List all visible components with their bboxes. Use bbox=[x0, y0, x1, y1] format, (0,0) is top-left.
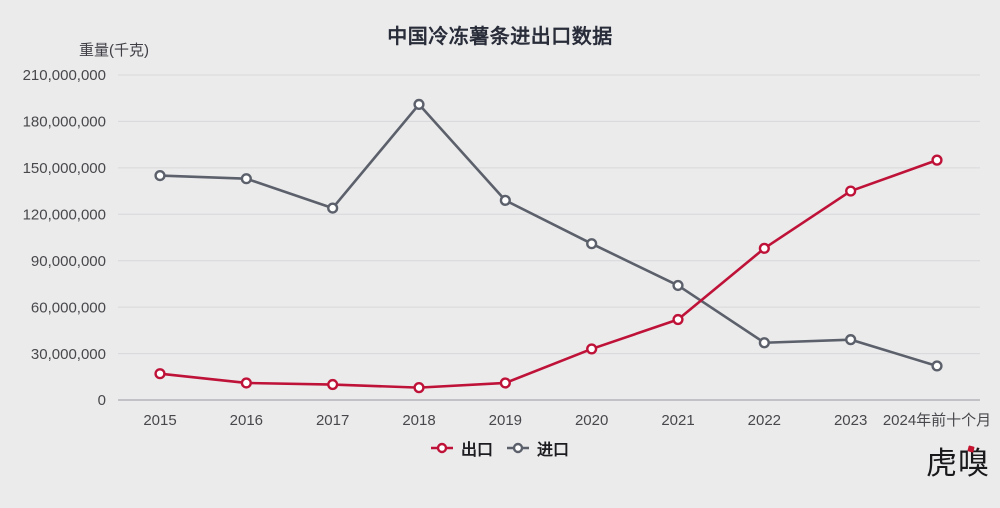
export-point-1 bbox=[240, 377, 252, 389]
legend-item-import: 进口 bbox=[507, 436, 569, 460]
legend-label-import: 进口 bbox=[537, 442, 570, 459]
legend: 出口 进口 bbox=[0, 436, 1000, 460]
import-line bbox=[158, 103, 939, 368]
x-tick-label: 2016 bbox=[230, 412, 263, 429]
y-axis-unit-label: 重量(千克) bbox=[79, 42, 149, 59]
import-legend-marker-icon bbox=[507, 442, 529, 454]
export-point-6 bbox=[672, 313, 684, 326]
export-legend-marker-icon bbox=[430, 442, 453, 454]
x-tick-label: 2015 bbox=[143, 412, 176, 429]
y-tick-label: 30,000,000 bbox=[31, 346, 106, 363]
x-tick-label: 2021 bbox=[661, 412, 694, 429]
y-tick-label: 90,000,000 bbox=[31, 253, 106, 270]
x-tick-label: 2023 bbox=[834, 412, 867, 429]
logo-text: 虎嗅 bbox=[926, 446, 990, 482]
export-point-8 bbox=[845, 185, 857, 197]
legend-item-export: 出口 bbox=[430, 436, 493, 460]
y-tick-label: 60,000,000 bbox=[31, 299, 106, 316]
export-point-7 bbox=[758, 242, 770, 254]
x-tick-label: 2024年前十个月 bbox=[883, 412, 991, 429]
export-point-5 bbox=[586, 343, 598, 355]
export-point-0 bbox=[154, 368, 166, 380]
import-point-7 bbox=[758, 337, 770, 349]
x-tick-label: 2017 bbox=[316, 412, 349, 429]
y-tick-label: 0 bbox=[98, 392, 106, 409]
import-point-6 bbox=[672, 279, 684, 292]
y-tick-label: 120,000,000 bbox=[23, 206, 106, 223]
import-point-2 bbox=[327, 202, 339, 214]
export-line bbox=[158, 158, 939, 389]
export-point-3 bbox=[413, 382, 425, 394]
import-point-3 bbox=[413, 98, 425, 111]
export-point-9 bbox=[931, 154, 943, 166]
export-point-2 bbox=[327, 378, 339, 391]
import-point-5 bbox=[586, 238, 598, 250]
x-tick-label: 2020 bbox=[575, 412, 608, 429]
y-tick-label: 210,000,000 bbox=[23, 67, 106, 84]
x-tick-label: 2022 bbox=[748, 412, 781, 429]
import-point-1 bbox=[240, 173, 252, 185]
y-tick-label: 180,000,000 bbox=[23, 114, 106, 131]
x-tick-label: 2018 bbox=[402, 412, 435, 429]
export-point-4 bbox=[499, 377, 511, 389]
import-point-9 bbox=[931, 360, 943, 372]
chart-title: 中国冷冻薯条进出口数据 bbox=[387, 26, 613, 48]
import-point-4 bbox=[499, 194, 511, 206]
legend-label-export: 出口 bbox=[460, 442, 493, 459]
y-tick-label: 150,000,000 bbox=[23, 160, 106, 177]
import-point-0 bbox=[154, 169, 166, 182]
huxiu-logo: 虎嗅 bbox=[926, 445, 990, 483]
import-point-8 bbox=[845, 334, 857, 346]
x-tick-label: 2019 bbox=[489, 412, 522, 429]
